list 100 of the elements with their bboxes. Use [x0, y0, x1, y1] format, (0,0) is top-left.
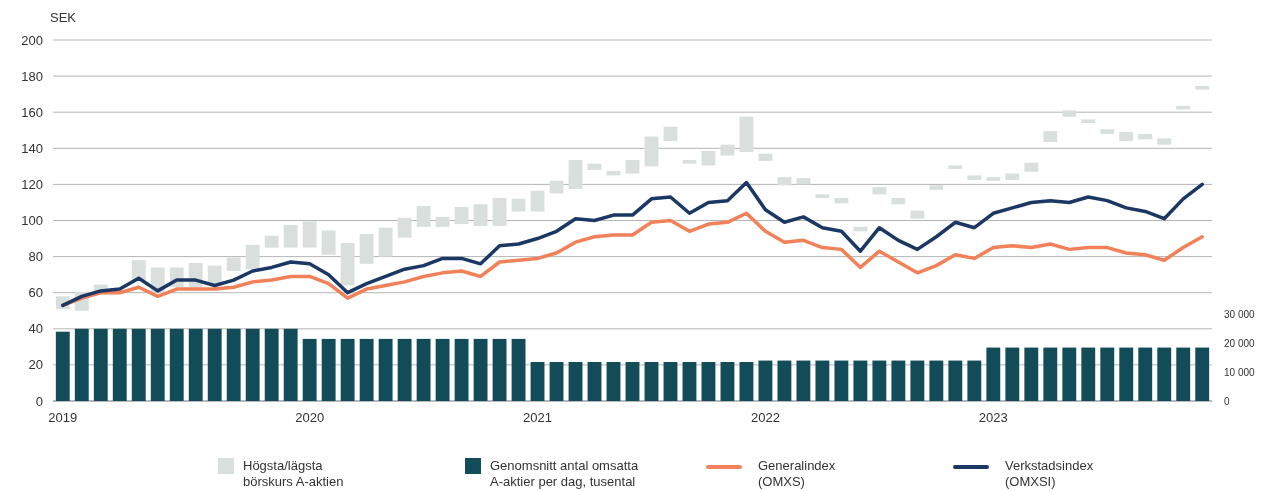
y-tick-label: 60 [28, 285, 43, 301]
legend-label: Generalindex (OMXS) [758, 458, 836, 489]
bar [1157, 347, 1172, 401]
y-tick-label: 200 [21, 32, 43, 48]
bar [511, 338, 526, 401]
bar [454, 338, 469, 401]
y-tick-label: 140 [21, 140, 43, 156]
bar [1005, 173, 1020, 180]
bar [283, 328, 298, 401]
line-series [61, 180, 1204, 308]
legend-label: Högsta/lägsta börskurs A-aktien [243, 458, 344, 489]
bar [644, 136, 659, 167]
legend-label: Genomsnitt antal omsatta A-aktier per dag, tusental [490, 458, 639, 489]
bar [530, 190, 545, 212]
bar [796, 360, 811, 401]
bar [777, 177, 792, 186]
bar [967, 360, 982, 401]
bar [910, 210, 925, 219]
bar [302, 221, 317, 248]
bar [1005, 347, 1020, 401]
bar [777, 360, 792, 401]
bar [1195, 347, 1210, 401]
bar [207, 328, 222, 401]
y-tick-label: 0 [35, 393, 43, 409]
x-tick-label: 2022 [750, 410, 780, 425]
bar [93, 328, 108, 401]
bar [530, 362, 545, 401]
y-axis-title: SEK [50, 10, 77, 25]
bar [169, 328, 184, 401]
bar [226, 257, 241, 272]
x-tick-label: 2019 [48, 410, 78, 425]
bar [1138, 133, 1153, 140]
y2-tick-label: 0 [1224, 395, 1230, 407]
bar [1043, 131, 1058, 142]
bar [853, 360, 868, 401]
bar [435, 338, 450, 401]
bar [264, 328, 279, 401]
bar [948, 165, 963, 170]
bar [986, 177, 1001, 181]
y2-tick-label: 20 000 [1224, 337, 1256, 349]
bar [834, 360, 849, 401]
bar [226, 328, 241, 401]
x-tick-label: 2021 [523, 410, 553, 425]
bar [207, 265, 222, 284]
bar [112, 328, 127, 401]
bar [549, 362, 564, 401]
bar [568, 160, 583, 189]
y-tick-label: 180 [21, 68, 43, 84]
bar [739, 116, 754, 152]
bar [340, 243, 355, 286]
bar [340, 338, 355, 401]
bar [131, 328, 146, 401]
bar [1043, 347, 1058, 401]
bar [492, 338, 507, 401]
x-tick-label: 2020 [295, 410, 325, 425]
bar [1062, 110, 1077, 117]
bar [245, 244, 260, 270]
bar [1176, 347, 1191, 401]
bar [416, 206, 431, 227]
y2-tick-label: 10 000 [1224, 366, 1256, 378]
bar [929, 360, 944, 401]
bar [739, 362, 754, 401]
bar [872, 360, 887, 401]
legend-label: Verkstadsindex (OMXSI) [1005, 458, 1094, 489]
bar [1119, 132, 1134, 142]
bar [1024, 347, 1039, 401]
bar [948, 360, 963, 401]
bar [910, 360, 925, 401]
bar [720, 362, 735, 401]
bar [245, 328, 260, 401]
bar [359, 338, 374, 401]
bar [1119, 347, 1134, 401]
bar [758, 153, 773, 161]
bar [55, 331, 70, 401]
bar [473, 204, 488, 226]
y-tick-label: 120 [21, 176, 43, 192]
bar [1081, 347, 1096, 401]
bar [264, 235, 279, 248]
bar [606, 362, 621, 401]
bar [891, 197, 906, 205]
bar [188, 328, 203, 401]
bar [1138, 347, 1153, 401]
bar [815, 194, 830, 198]
bar [359, 234, 374, 264]
bar [302, 338, 317, 401]
bar [1100, 129, 1115, 134]
bar [492, 197, 507, 226]
bar [701, 151, 716, 166]
bar [967, 175, 982, 180]
bar [872, 187, 887, 195]
bar [435, 216, 450, 227]
bar [587, 362, 602, 401]
bar [378, 227, 393, 257]
bar [1024, 162, 1039, 172]
bar [796, 178, 811, 185]
bar [321, 338, 336, 401]
y-tick-label: 160 [21, 104, 43, 120]
bar [834, 197, 849, 204]
bar [663, 362, 678, 401]
bar [1081, 119, 1096, 124]
